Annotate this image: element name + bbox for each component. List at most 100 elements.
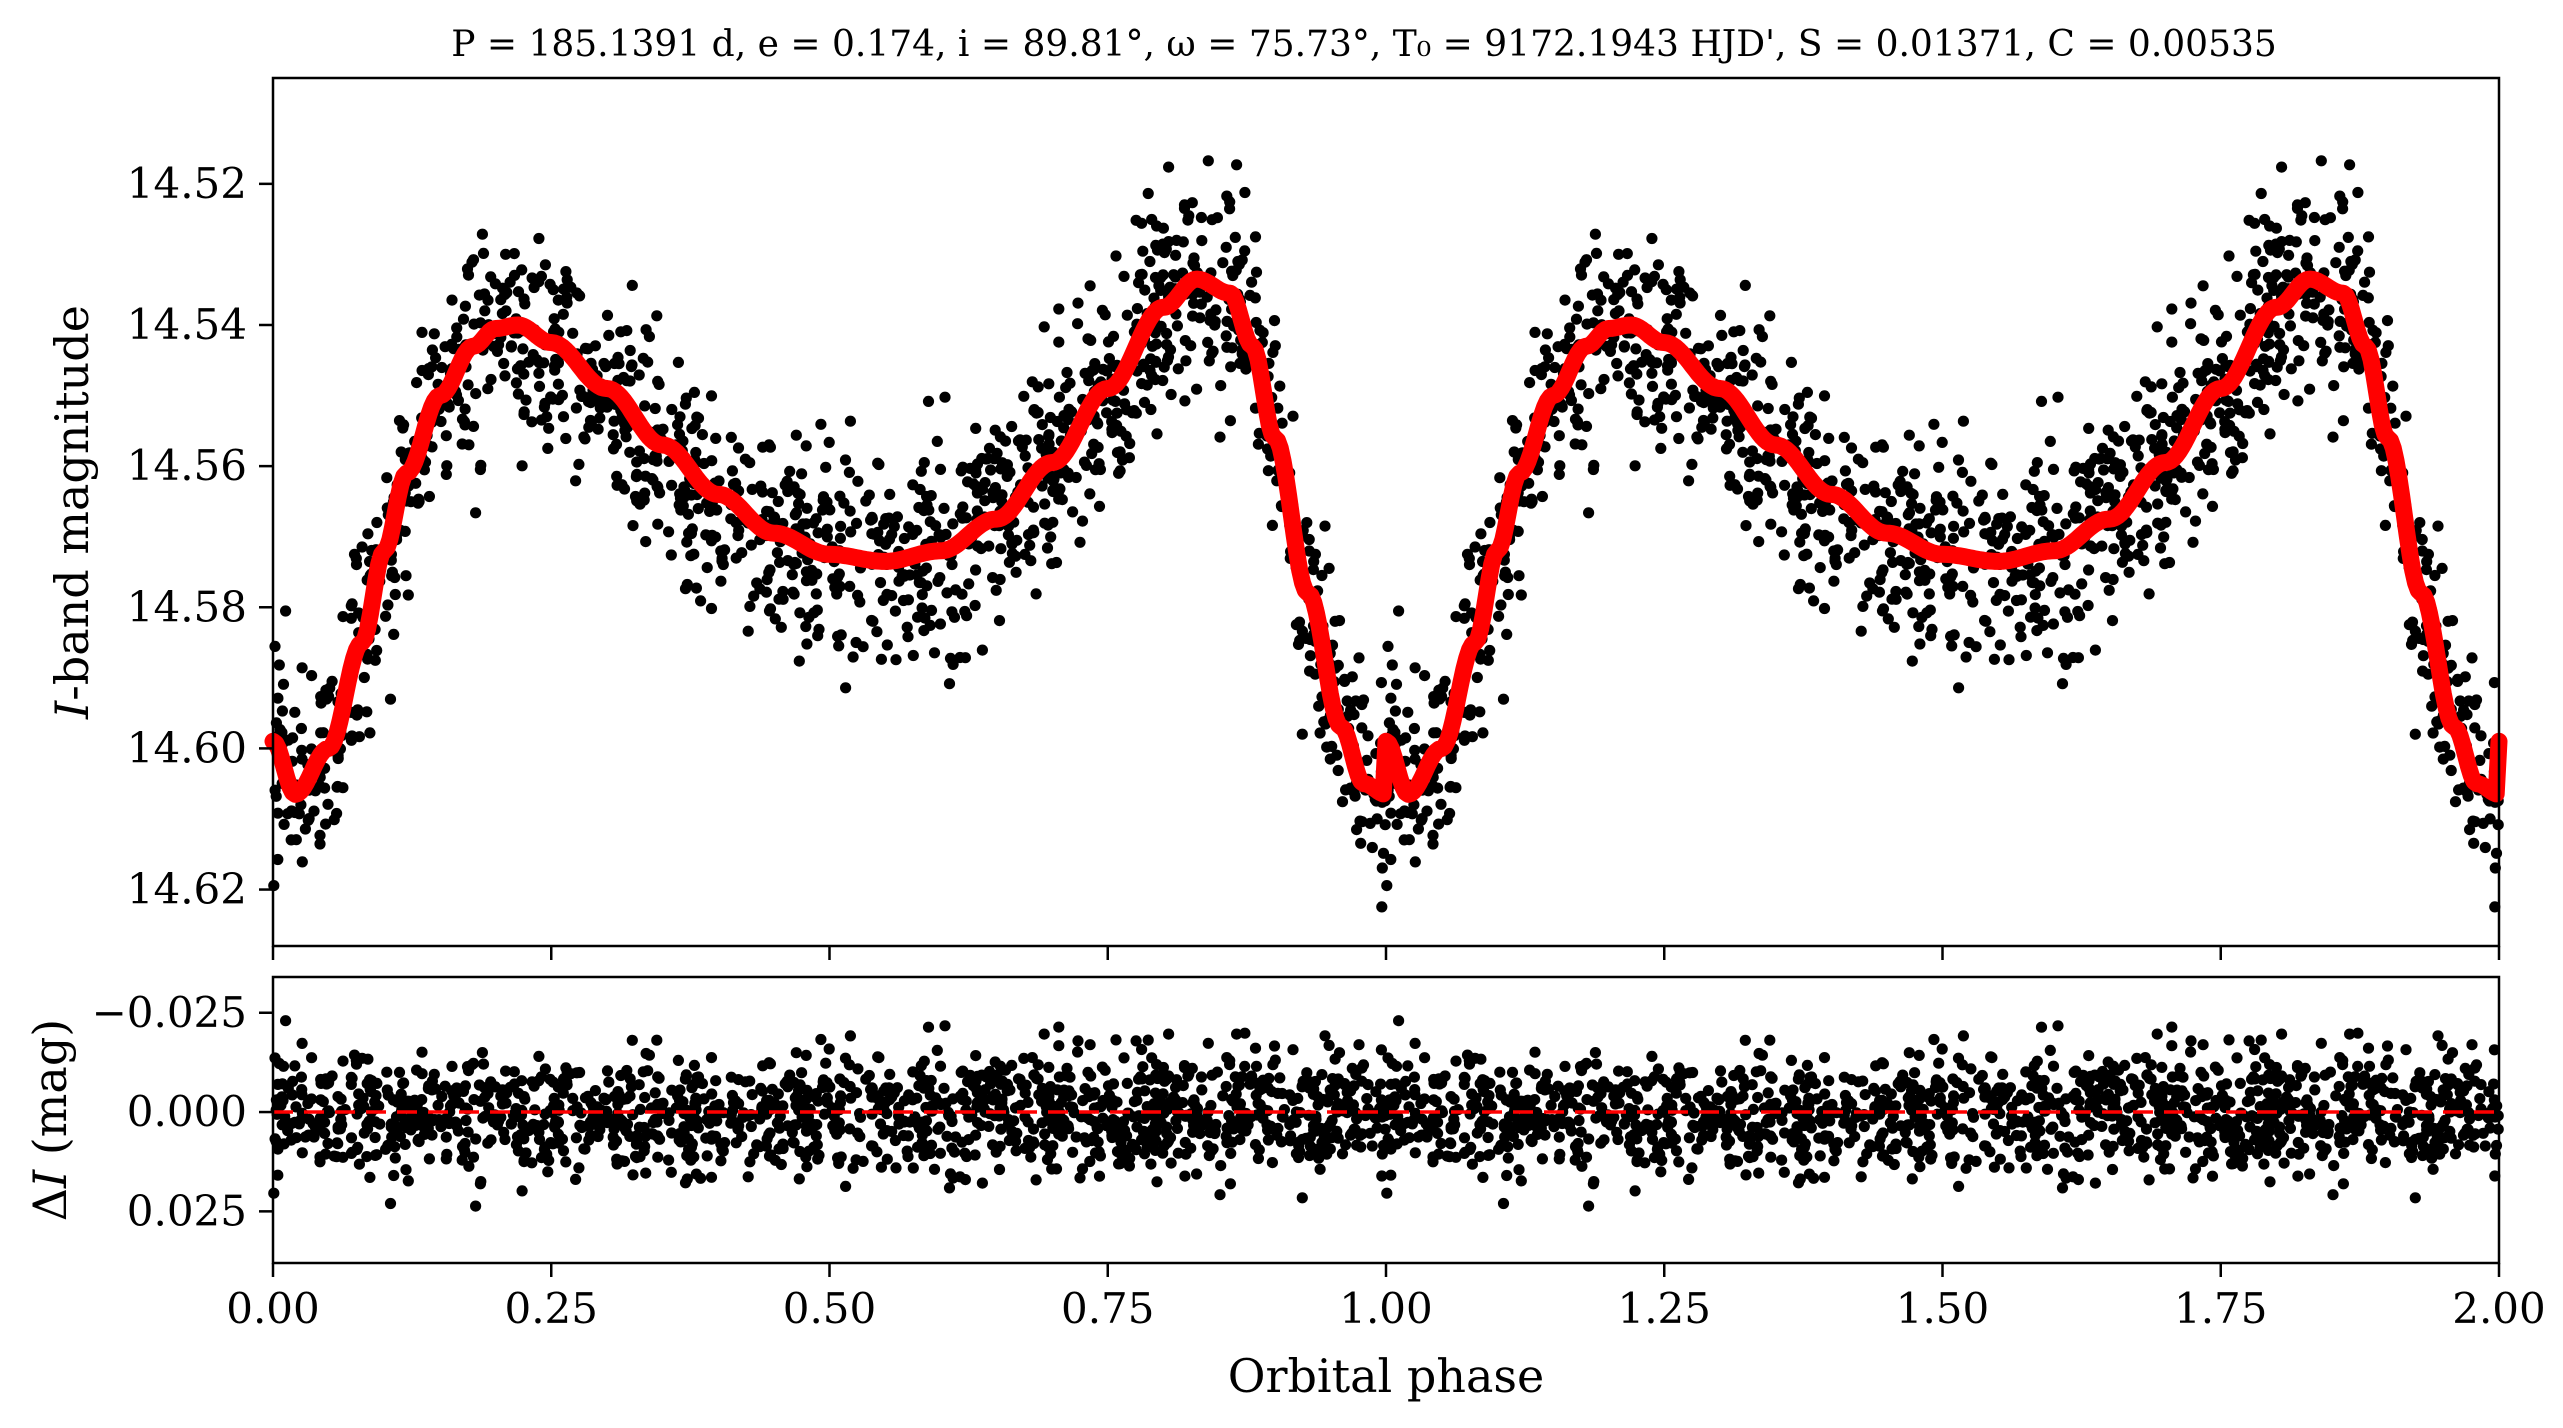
data-point	[627, 520, 639, 532]
data-point	[2202, 358, 2214, 370]
data-point	[1353, 652, 1365, 664]
data-point	[440, 468, 452, 480]
data-point	[1536, 490, 1548, 503]
residual-point	[1482, 1131, 1494, 1144]
data-point	[1041, 542, 1054, 554]
residual-point	[918, 1150, 930, 1162]
data-point	[1839, 465, 1851, 477]
data-point	[2212, 309, 2224, 321]
residual-point	[565, 1068, 577, 1080]
residual-point	[2123, 1145, 2135, 1157]
data-point	[2252, 284, 2264, 296]
data-point	[1884, 547, 1896, 559]
data-point	[1028, 405, 1040, 417]
data-point	[1385, 692, 1397, 704]
data-point	[1379, 819, 1391, 831]
residual-point	[567, 1092, 579, 1104]
data-point	[2222, 395, 2234, 407]
y-tick-label: 14.58	[127, 582, 247, 631]
data-point	[833, 640, 845, 652]
data-point	[1569, 413, 1582, 425]
residual-point	[2270, 1061, 2282, 1074]
data-point	[1657, 278, 1669, 290]
residual-point	[1859, 1089, 1871, 1101]
residual-point	[2264, 1176, 2276, 1188]
residual-point	[1072, 1035, 1084, 1047]
residual-point	[1001, 1078, 1014, 1090]
data-point	[1899, 569, 1911, 581]
data-point	[1072, 297, 1084, 309]
data-point	[919, 612, 931, 624]
data-point	[852, 475, 864, 487]
data-point	[607, 429, 619, 441]
residual-point	[1027, 1137, 1039, 1149]
data-point	[1376, 862, 1388, 874]
data-point	[2352, 245, 2364, 257]
residual-point	[1088, 1131, 1100, 1143]
data-point	[1973, 495, 1985, 507]
residual-point	[705, 1052, 718, 1064]
residual-point	[1402, 1060, 1414, 1072]
residual-point	[1901, 1137, 1913, 1149]
data-point	[314, 780, 326, 792]
residual-point	[541, 1148, 553, 1160]
data-point	[970, 480, 982, 492]
data-point	[1993, 513, 2005, 525]
data-point	[1106, 423, 1118, 435]
data-point	[1819, 455, 1831, 467]
data-point	[1086, 447, 1098, 460]
data-point	[2119, 538, 2131, 550]
residual-point	[663, 1114, 675, 1126]
data-point	[2284, 320, 2296, 332]
residual-point	[518, 1154, 530, 1166]
residual-point	[2409, 1192, 2421, 1204]
residual-point	[296, 1037, 308, 1049]
data-point	[2224, 407, 2236, 419]
data-point	[2337, 203, 2349, 215]
residual-point	[959, 1147, 971, 1159]
residual-point	[765, 1101, 777, 1113]
data-point	[1994, 588, 2006, 601]
data-point	[1988, 653, 2000, 665]
data-point	[1050, 556, 1063, 569]
residual-point	[1063, 1123, 1075, 1135]
data-point	[2363, 266, 2376, 278]
residual-point	[812, 1153, 824, 1165]
data-point	[775, 621, 787, 633]
data-point	[2060, 658, 2072, 671]
data-point	[1493, 610, 1505, 622]
data-point	[499, 370, 511, 382]
residual-point	[946, 1142, 958, 1154]
data-point	[1427, 829, 1439, 842]
residual-point	[1010, 1145, 1022, 1157]
data-point	[705, 602, 718, 615]
data-point	[2015, 631, 2027, 643]
data-point	[1985, 526, 1997, 539]
residual-point	[1346, 1062, 1358, 1074]
residual-point	[1497, 1197, 1510, 1210]
data-point	[1412, 823, 1424, 835]
data-point	[1958, 526, 1970, 538]
residual-point	[1409, 1147, 1421, 1159]
data-point	[1529, 326, 1541, 338]
data-point	[2185, 297, 2197, 309]
data-point	[2333, 330, 2345, 342]
data-point	[960, 512, 972, 524]
data-point	[380, 610, 392, 622]
data-point	[485, 373, 497, 386]
data-point	[1053, 336, 1065, 348]
data-point	[2206, 458, 2218, 470]
residual-point	[1179, 1170, 1191, 1182]
data-point	[440, 430, 452, 442]
data-point	[1377, 847, 1390, 859]
data-point	[505, 340, 517, 352]
data-point	[1572, 300, 1584, 312]
residual-point	[272, 1078, 284, 1090]
residual-point	[1332, 1100, 1344, 1112]
residual-point	[556, 1133, 569, 1145]
data-point	[1014, 434, 1026, 446]
residual-point	[1477, 1171, 1489, 1183]
residual-point	[1450, 1151, 1462, 1163]
residual-point	[285, 1118, 298, 1130]
data-point	[690, 446, 702, 459]
